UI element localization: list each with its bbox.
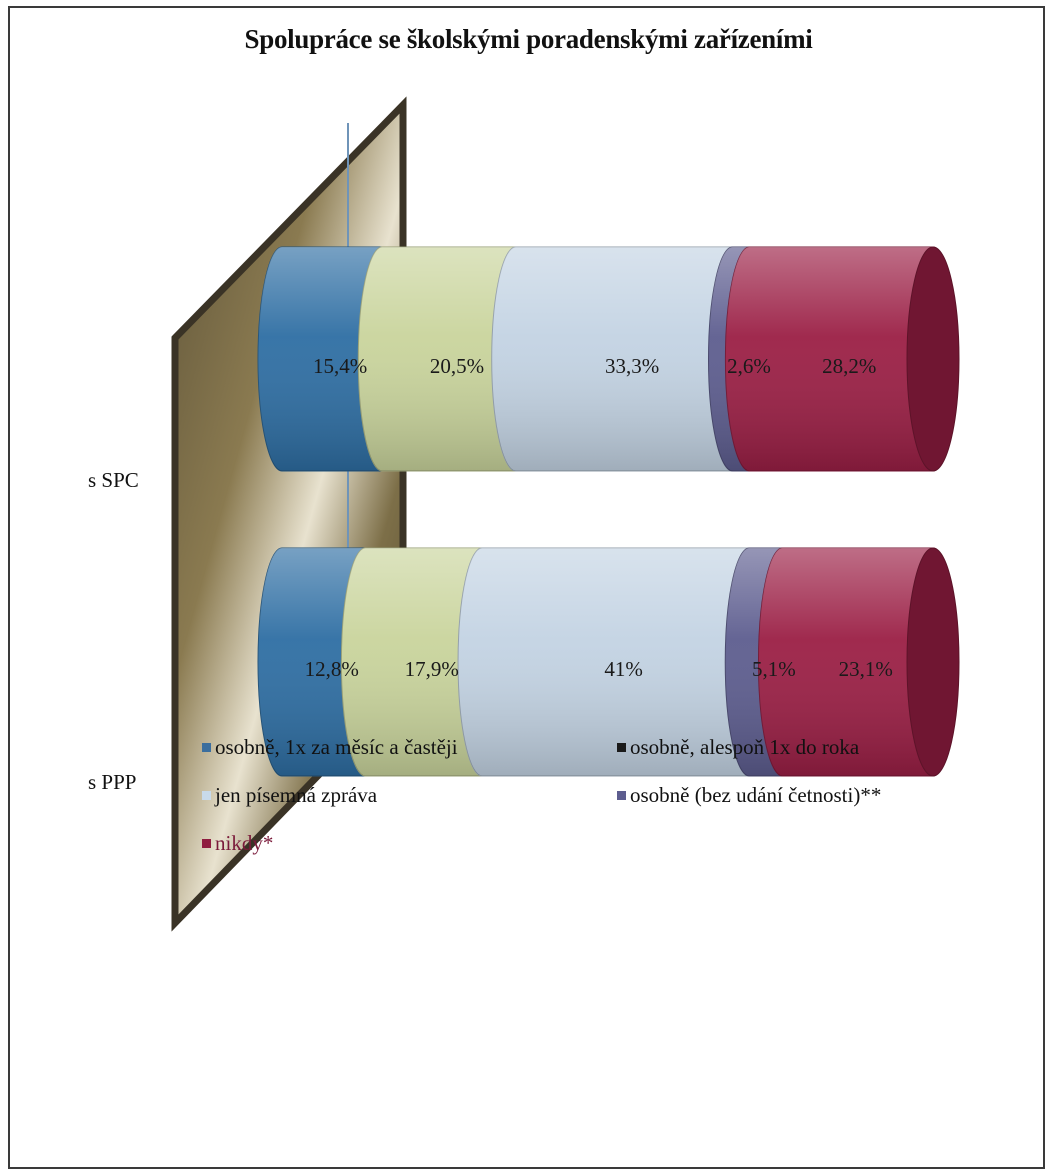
data-label: 28,2% [822, 354, 876, 378]
legend-label: osobně (bez udání četnosti)** [630, 783, 882, 807]
chart-title: Spolupráce se školskými poradenskými zař… [244, 24, 813, 54]
legend-item: osobně, alespoň 1x do roka [617, 735, 859, 760]
category-label: s SPC [88, 468, 139, 492]
bar-end-cap [906, 547, 960, 777]
data-label: 5,1% [752, 657, 796, 681]
bar-end-cap [906, 246, 960, 472]
data-label: 23,1% [839, 657, 893, 681]
bar-segment-shading [458, 548, 774, 776]
data-label: 20,5% [430, 354, 484, 378]
chart-frame: Spolupráce se školskými poradenskými zař… [8, 6, 1045, 1169]
category-label: s PPP [88, 770, 136, 794]
data-label: 33,3% [605, 354, 659, 378]
legend-item: jen písemná zpráva [202, 783, 377, 808]
bar-segment-shading [758, 548, 957, 776]
data-label: 2,6% [727, 354, 771, 378]
legend-label: jen písemná zpráva [215, 783, 378, 807]
legend-item: osobně, 1x za měsíc a častěji [202, 735, 458, 760]
legend-item: osobně (bez udání četnosti)** [617, 783, 881, 808]
bar-segment-shading [358, 247, 540, 471]
data-label: 41% [604, 657, 643, 681]
legend-item: nikdy* [202, 831, 273, 856]
legend-label: nikdy* [215, 831, 274, 855]
chart-plot: 15,4% 20,5% 33,3% 2,6% 28,2% 12,8% 17,9% 41% 5,1… [88, 96, 960, 932]
data-label: 17,9% [405, 657, 459, 681]
legend-swatch [202, 838, 211, 848]
legend-label: osobně, 1x za měsíc a častěji [215, 735, 458, 759]
bar-segment-shading [491, 247, 757, 471]
legend-swatch [202, 742, 211, 752]
bar-segment-shading [725, 247, 957, 471]
data-label: 15,4% [313, 354, 367, 378]
legend-swatch [617, 790, 626, 800]
data-label: 12,8% [305, 657, 359, 681]
legend-label: osobně, alespoň 1x do roka [630, 735, 860, 759]
legend-swatch [617, 742, 626, 752]
legend-swatch [202, 790, 211, 800]
